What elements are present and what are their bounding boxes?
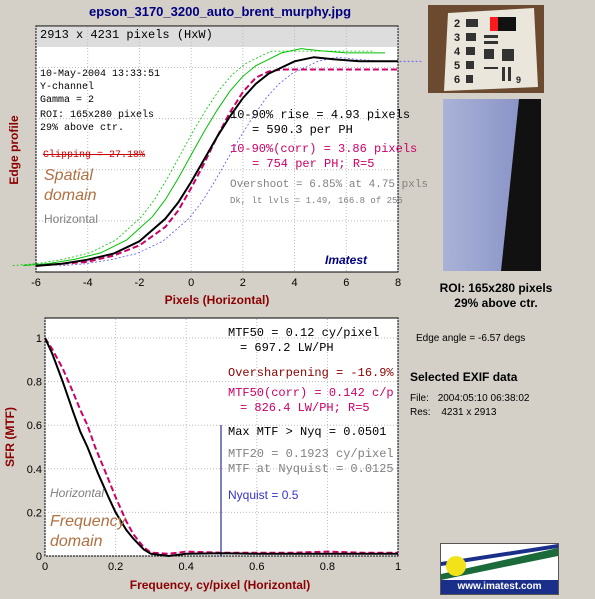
mtf50corr-text: MTF50(corr) = 0.142 c/p = 826.4 LW/PH; R… [228, 386, 394, 416]
domain-word-2: domain [50, 533, 103, 550]
info-size: 2913 x 4231 pixels (HxW) [40, 28, 213, 42]
info-channel: Y-channel [40, 82, 95, 93]
logo-url: www.imatest.com [457, 581, 542, 592]
spatial-domain-label: Spatial domain [44, 166, 96, 206]
mtf-curves [44, 337, 398, 558]
info-date: 10-May-2004 13:33:51 [40, 69, 161, 80]
max-mtf-text: Max MTF > Nyq = 0.0501 [228, 425, 387, 439]
info-roi: ROI: 165x280 pixels [40, 110, 155, 121]
mtf-x-tick: 0 [42, 561, 48, 573]
svg-text:9: 9 [516, 75, 521, 85]
exif-file-label: File: [410, 393, 429, 404]
mtf20-text: MTF20 = 0.1923 cy/pixel MTF at Nyquist =… [228, 447, 394, 477]
mtf-ticks: 0 0.2 0.4 0.6 0.8 1 0 0.2 0.4 0.6 0.8 1 [27, 333, 401, 573]
edge-grid [35, 27, 399, 272]
nyquist-text: Nyquist = 0.5 [228, 488, 299, 502]
svg-text:5: 5 [454, 60, 460, 72]
mtf-horizontal-label: Horizontal [50, 486, 105, 500]
mtf-x-tick: 0.4 [179, 561, 194, 573]
mtf50-line-1: MTF50 = 0.12 cy/pixel [228, 326, 380, 340]
mtf-y-tick: 1 [36, 333, 42, 345]
mtf50-text: MTF50 = 0.12 cy/pixel = 697.2 LW/PH [228, 326, 379, 356]
edge-info: 2913 x 4231 pixels (HxW) [40, 28, 213, 42]
exif-file-value: 2004:05:10 06:38:02 [437, 393, 530, 404]
svg-text:2: 2 [454, 18, 460, 30]
exif-title: Selected EXIF data [410, 370, 518, 384]
mtf50-line-2: = 697.2 LW/PH [240, 341, 334, 355]
exif-res-value: 4231 x 2913 [441, 407, 497, 418]
logo-graphic [441, 544, 558, 594]
mtf20-line: MTF20 = 0.1923 cy/pixel [228, 447, 394, 461]
chart-thumbnail: 2 3 4 5 6 9 [428, 5, 544, 93]
imatest-logo: www.imatest.com [440, 543, 559, 595]
mtf-x-tick: 0.6 [249, 561, 264, 573]
spatial-word: Spatial [44, 167, 93, 184]
frequency-word: Frequency [50, 513, 126, 530]
edge-x-tick: 2 [240, 277, 246, 289]
edge-x-label: Pixels (Horizontal) [165, 293, 270, 307]
rise-line-1: 10-90% rise = 4.93 pixels [230, 108, 411, 122]
edge-x-tick: -2 [135, 277, 145, 289]
edge-x-tick: -4 [83, 277, 93, 289]
clipping-text: Clipping = 27.18% [43, 150, 146, 161]
edge-curves [12, 48, 422, 267]
levels-text: Dk, lt lvls = 1.49, 166.8 of 255 [230, 196, 403, 206]
mtf50corr-line-1: MTF50(corr) = 0.142 c/p [228, 386, 394, 400]
edge-x-tick: 0 [188, 277, 194, 289]
imatest-label: Imatest [325, 253, 368, 267]
window-title: epson_3170_3200_auto_brent_murphy.jpg [88, 4, 352, 19]
exif-block: File: 2004:05:10 06:38:02 Res: 4231 x 29… [410, 392, 529, 420]
mtf-y-tick: 0.2 [27, 507, 42, 519]
svg-text:4: 4 [454, 46, 461, 58]
mtf-grid [44, 319, 399, 557]
rise-text: 10-90% rise = 4.93 pixels = 590.3 per PH [230, 108, 410, 138]
edge-x-tick: -6 [31, 277, 41, 289]
mtf-y-tick: 0.6 [27, 420, 42, 432]
oversharpening-text: Oversharpening = -16.9% [228, 366, 394, 380]
svg-text:3: 3 [454, 32, 460, 44]
exif-res-label: Res: [410, 407, 431, 418]
mtf-y-label: SFR (MTF) [3, 407, 17, 467]
mtf-y-tick: 0 [36, 551, 42, 563]
edge-y-label: Edge profile [7, 115, 21, 185]
mtf-nyq-line: MTF at Nyquist = 0.0125 [228, 462, 394, 476]
corr-line-1: 10-90%(corr) = 3.86 pixels [230, 142, 418, 156]
domain-word: domain [44, 187, 97, 204]
mtf-y-tick: 0.8 [27, 377, 42, 389]
mtf-curve [44, 337, 398, 558]
edge-x-tick: 8 [395, 277, 401, 289]
mtf-x-tick: 0.8 [320, 561, 335, 573]
mtf-x-tick: 0.2 [108, 561, 123, 573]
edge-horizontal-label: Horizontal [44, 212, 99, 226]
info-position: 29% above ctr. [40, 123, 125, 134]
overshoot-text: Overshoot = 6.85% at 4.75 pxls [230, 179, 429, 191]
info-gamma: Gamma = 2 [40, 95, 95, 106]
exif-file-row: File: 2004:05:10 06:38:02 [410, 392, 529, 406]
roi-caption-line-2: 29% above ctr. [454, 296, 538, 310]
frequency-domain-label: Frequency domain [50, 512, 126, 552]
edge-corr-curve [35, 68, 398, 267]
edge-plot-header [37, 27, 397, 47]
corr-text: 10-90%(corr) = 3.86 pixels = 754 per PH;… [230, 142, 417, 172]
mtf-y-tick: 0.4 [27, 464, 42, 476]
svg-text:6: 6 [454, 74, 460, 86]
roi-image [443, 99, 541, 271]
edge-x-tick: 6 [343, 277, 349, 289]
edge-green-curve [23, 48, 386, 267]
mtf-x-tick: 1 [395, 561, 401, 573]
edge-x-tick: 4 [292, 277, 298, 289]
roi-caption-line-1: ROI: 165x280 pixels [439, 281, 553, 295]
edge-ticks: -6 -4 -2 0 2 4 6 8 [31, 277, 401, 289]
corr-line-2: = 754 per PH; R=5 [252, 157, 375, 171]
mtf50corr-line-2: = 826.4 LW/PH; R=5 [240, 401, 370, 415]
roi-caption: ROI: 165x280 pixels 29% above ctr. [432, 281, 560, 311]
edge-profile-curve [35, 56, 398, 267]
mtf-x-label: Frequency, cy/pixel (Horizontal) [130, 578, 310, 592]
mtf-corr-curve [44, 337, 398, 555]
edge-angle-text: Edge angle = -6.57 degs [416, 333, 526, 344]
rise-line-2: = 590.3 per PH [252, 123, 353, 137]
exif-res-row: Res: 4231 x 2913 [410, 406, 529, 420]
edge-info-lines: 10-May-2004 13:33:51 Y-channel Gamma = 2… [40, 68, 160, 135]
